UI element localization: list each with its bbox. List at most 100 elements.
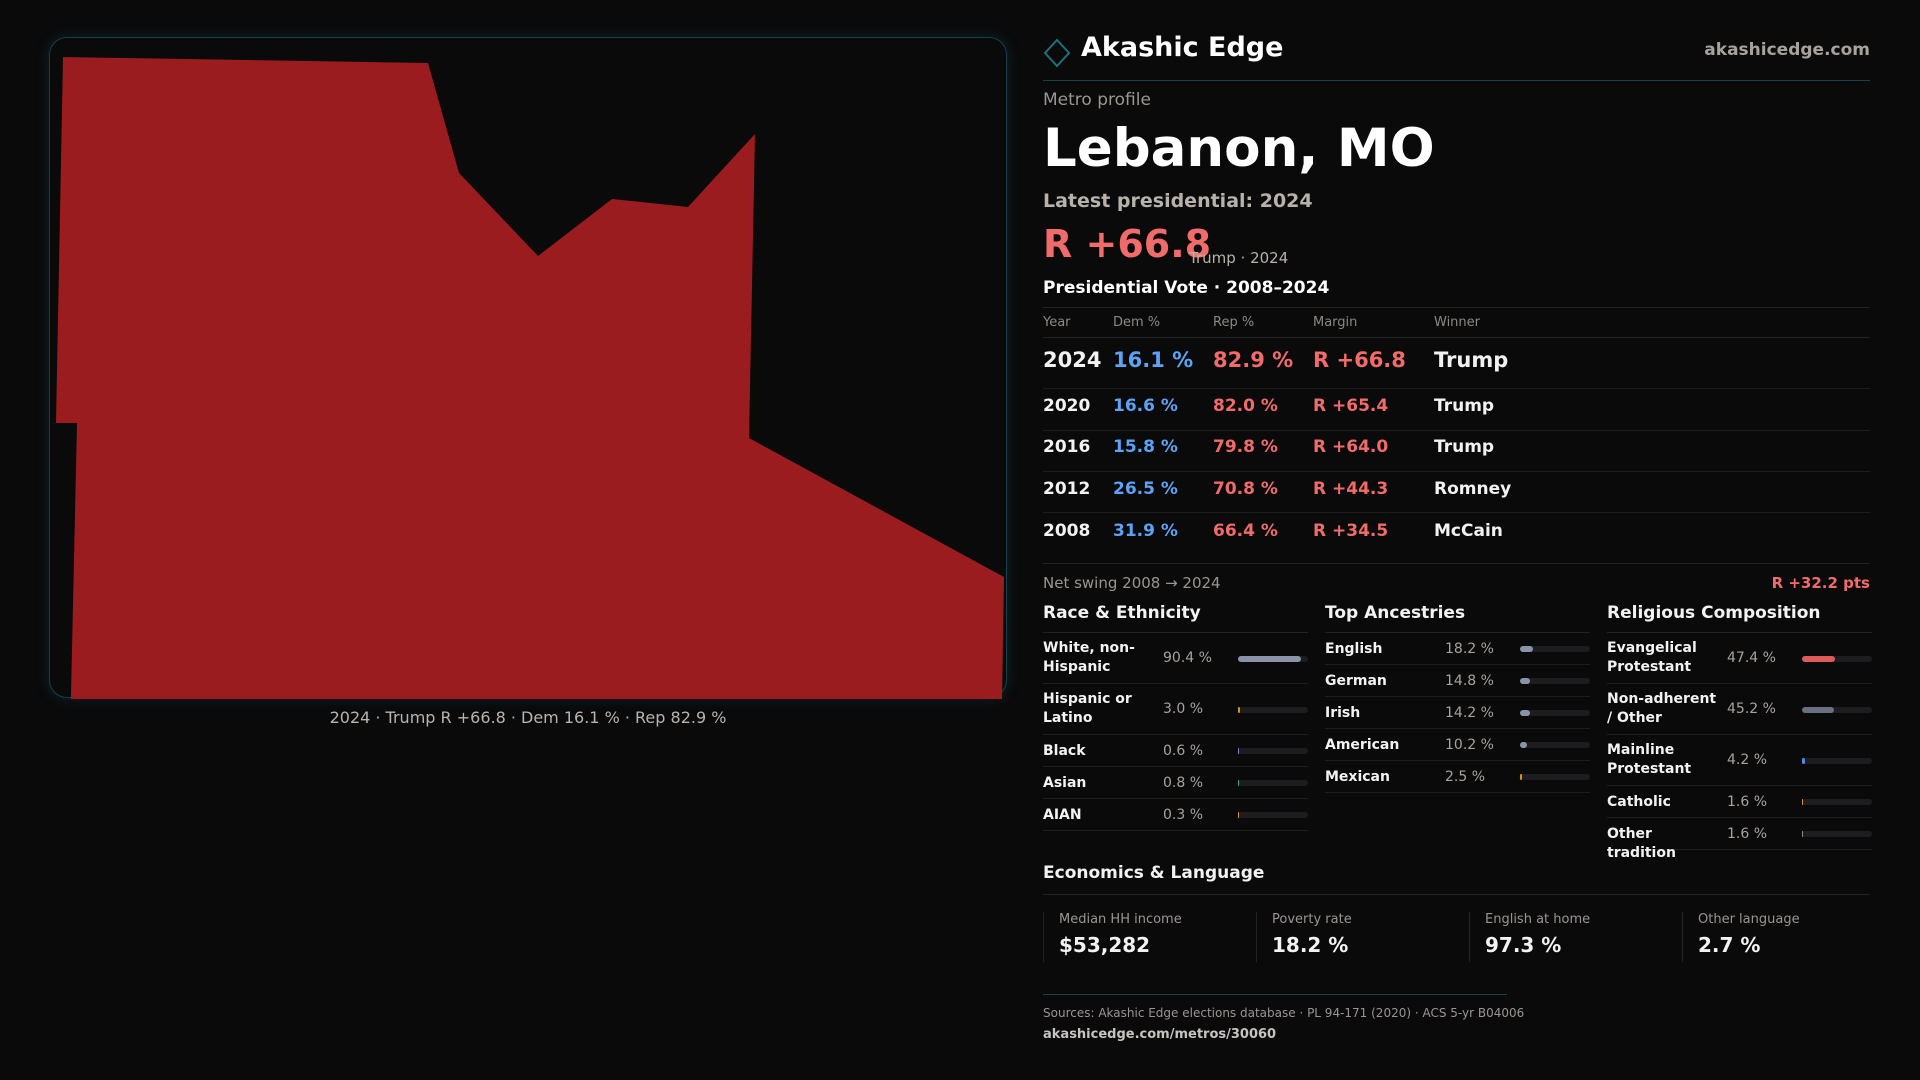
stat-label: Non-adherent / Other	[1607, 691, 1717, 726]
stat-label: Other tradition	[1607, 826, 1676, 861]
cell-year: 2024	[1043, 348, 1102, 372]
col-winner: Winner	[1434, 315, 1481, 330]
stat-row: Other tradition 1.6 %	[1607, 818, 1872, 861]
stat-bar	[1238, 812, 1308, 818]
stat-value: 10.2 %	[1445, 736, 1494, 753]
stat-row: AIAN 0.3 %	[1043, 799, 1308, 831]
stat-bar-fill	[1802, 831, 1804, 837]
col-dem: Dem %	[1113, 315, 1161, 330]
cell-rep: 79.8 %	[1213, 437, 1278, 457]
stat-label: Asian	[1043, 775, 1087, 791]
divider	[1043, 307, 1870, 308]
cell-winner: Trump	[1434, 396, 1495, 416]
cell-winner: Romney	[1434, 479, 1512, 499]
stat-value: 18.2 %	[1445, 640, 1494, 657]
stat-value: 0.6 %	[1163, 742, 1204, 759]
stat-row: Mainline Protestant 4.2 %	[1607, 735, 1872, 786]
stat-bar	[1238, 655, 1308, 662]
metro-map	[56, 57, 1004, 699]
econ-card: English at home 97.3 %	[1469, 912, 1669, 962]
stat-value: 14.8 %	[1445, 672, 1494, 689]
stat-label: Mainline Protestant	[1607, 742, 1692, 777]
stat-label: AIAN	[1043, 807, 1082, 823]
race-section: Race & Ethnicity White, non-Hispanic 90.4…	[1043, 603, 1308, 831]
stat-row: Black 0.6 %	[1043, 735, 1308, 767]
site-link[interactable]: akashicedge.com	[1704, 40, 1870, 60]
cell-year: 2008	[1043, 521, 1091, 541]
stat-bar-fill	[1802, 757, 1805, 764]
ancestry-section: Top Ancestries English 18.2 % German 14.8…	[1325, 603, 1590, 793]
latest-margin-sub: Trump · 2024	[1189, 249, 1289, 267]
cell-rep: 66.4 %	[1213, 521, 1278, 541]
stat-label: Mexican	[1325, 769, 1390, 785]
stat-value: 2.5 %	[1445, 768, 1486, 785]
stat-label: English	[1325, 641, 1383, 657]
stat-bar	[1238, 780, 1308, 786]
stat-value: 14.2 %	[1445, 704, 1494, 721]
stat-label: Hispanic or Latino	[1043, 691, 1132, 726]
stat-value: 90.4 %	[1163, 650, 1212, 666]
col-margin: Margin	[1313, 315, 1358, 330]
econ-value: $53,282	[1059, 933, 1151, 957]
page-title: Lebanon, MO	[1043, 118, 1435, 179]
kicker: Metro profile	[1043, 90, 1151, 110]
stat-row: Irish 14.2 %	[1325, 697, 1590, 729]
stat-bar	[1520, 742, 1590, 748]
stat-row: Asian 0.8 %	[1043, 767, 1308, 799]
econ-label: English at home	[1485, 912, 1591, 927]
cell-year: 2020	[1043, 396, 1091, 416]
stat-bar	[1802, 757, 1872, 764]
economics-title: Economics & Language	[1043, 863, 1265, 883]
cell-rep: 82.0 %	[1213, 396, 1278, 416]
metro-url[interactable]: akashicedge.com/metros/30060	[1043, 1027, 1277, 1042]
stat-bar	[1802, 831, 1872, 837]
cell-dem: 31.9 %	[1113, 521, 1178, 541]
stat-row: Catholic 1.6 %	[1607, 786, 1872, 818]
econ-value: 18.2 %	[1272, 933, 1349, 957]
stat-bar-fill	[1238, 780, 1240, 786]
cell-winner: McCain	[1434, 521, 1503, 541]
stat-label: Catholic	[1607, 794, 1671, 810]
stat-value: 4.2 %	[1727, 752, 1768, 768]
stat-row: German 14.8 %	[1325, 665, 1590, 697]
stat-bar-fill	[1520, 742, 1528, 748]
stat-label: Irish	[1325, 705, 1361, 721]
stat-bar	[1238, 706, 1308, 713]
map-panel	[49, 37, 1007, 699]
stat-bar-fill	[1520, 646, 1533, 652]
cell-dem: 16.1 %	[1113, 348, 1194, 372]
cell-year: 2012	[1043, 479, 1091, 499]
stat-bar-fill	[1520, 678, 1531, 684]
map-caption: 2024 · Trump R +66.8 · Dem 16.1 % · Rep …	[329, 708, 727, 727]
stat-row: Mexican 2.5 %	[1325, 761, 1590, 793]
metro-boundary-shape[interactable]	[56, 57, 1004, 699]
latest-label: Latest presidential: 2024	[1043, 190, 1313, 212]
stat-bar	[1520, 678, 1590, 684]
stat-bar-fill	[1802, 706, 1834, 713]
stat-bar-fill	[1520, 774, 1522, 780]
cell-margin: R +65.4	[1313, 396, 1389, 416]
stat-bar-fill	[1802, 799, 1804, 805]
econ-card: Poverty rate 18.2 %	[1256, 912, 1456, 962]
stat-bar-fill	[1802, 655, 1836, 662]
stat-bar	[1238, 748, 1308, 754]
stat-label: Black	[1043, 743, 1086, 759]
religion-section: Religious Composition Evangelical Protest…	[1607, 603, 1872, 861]
stat-row: Evangelical Protestant 47.4 %	[1607, 633, 1872, 684]
stat-value: 45.2 %	[1727, 701, 1776, 717]
econ-card: Other language 2.7 %	[1682, 912, 1882, 962]
cell-margin: R +44.3	[1313, 479, 1389, 499]
econ-card: Median HH income $53,282	[1043, 912, 1243, 962]
stat-bar	[1520, 774, 1590, 780]
stat-bar	[1802, 799, 1872, 805]
cell-margin: R +66.8	[1313, 348, 1406, 372]
econ-value: 97.3 %	[1485, 933, 1562, 957]
stat-bar	[1520, 646, 1590, 652]
econ-label: Poverty rate	[1272, 912, 1352, 927]
cell-dem: 15.8 %	[1113, 437, 1178, 457]
stat-label: German	[1325, 673, 1387, 689]
stat-row: Hispanic or Latino 3.0 %	[1043, 684, 1308, 735]
cell-rep: 82.9 %	[1213, 348, 1294, 372]
stat-value: 1.6 %	[1727, 825, 1768, 842]
stat-row: White, non-Hispanic 90.4 %	[1043, 633, 1308, 684]
